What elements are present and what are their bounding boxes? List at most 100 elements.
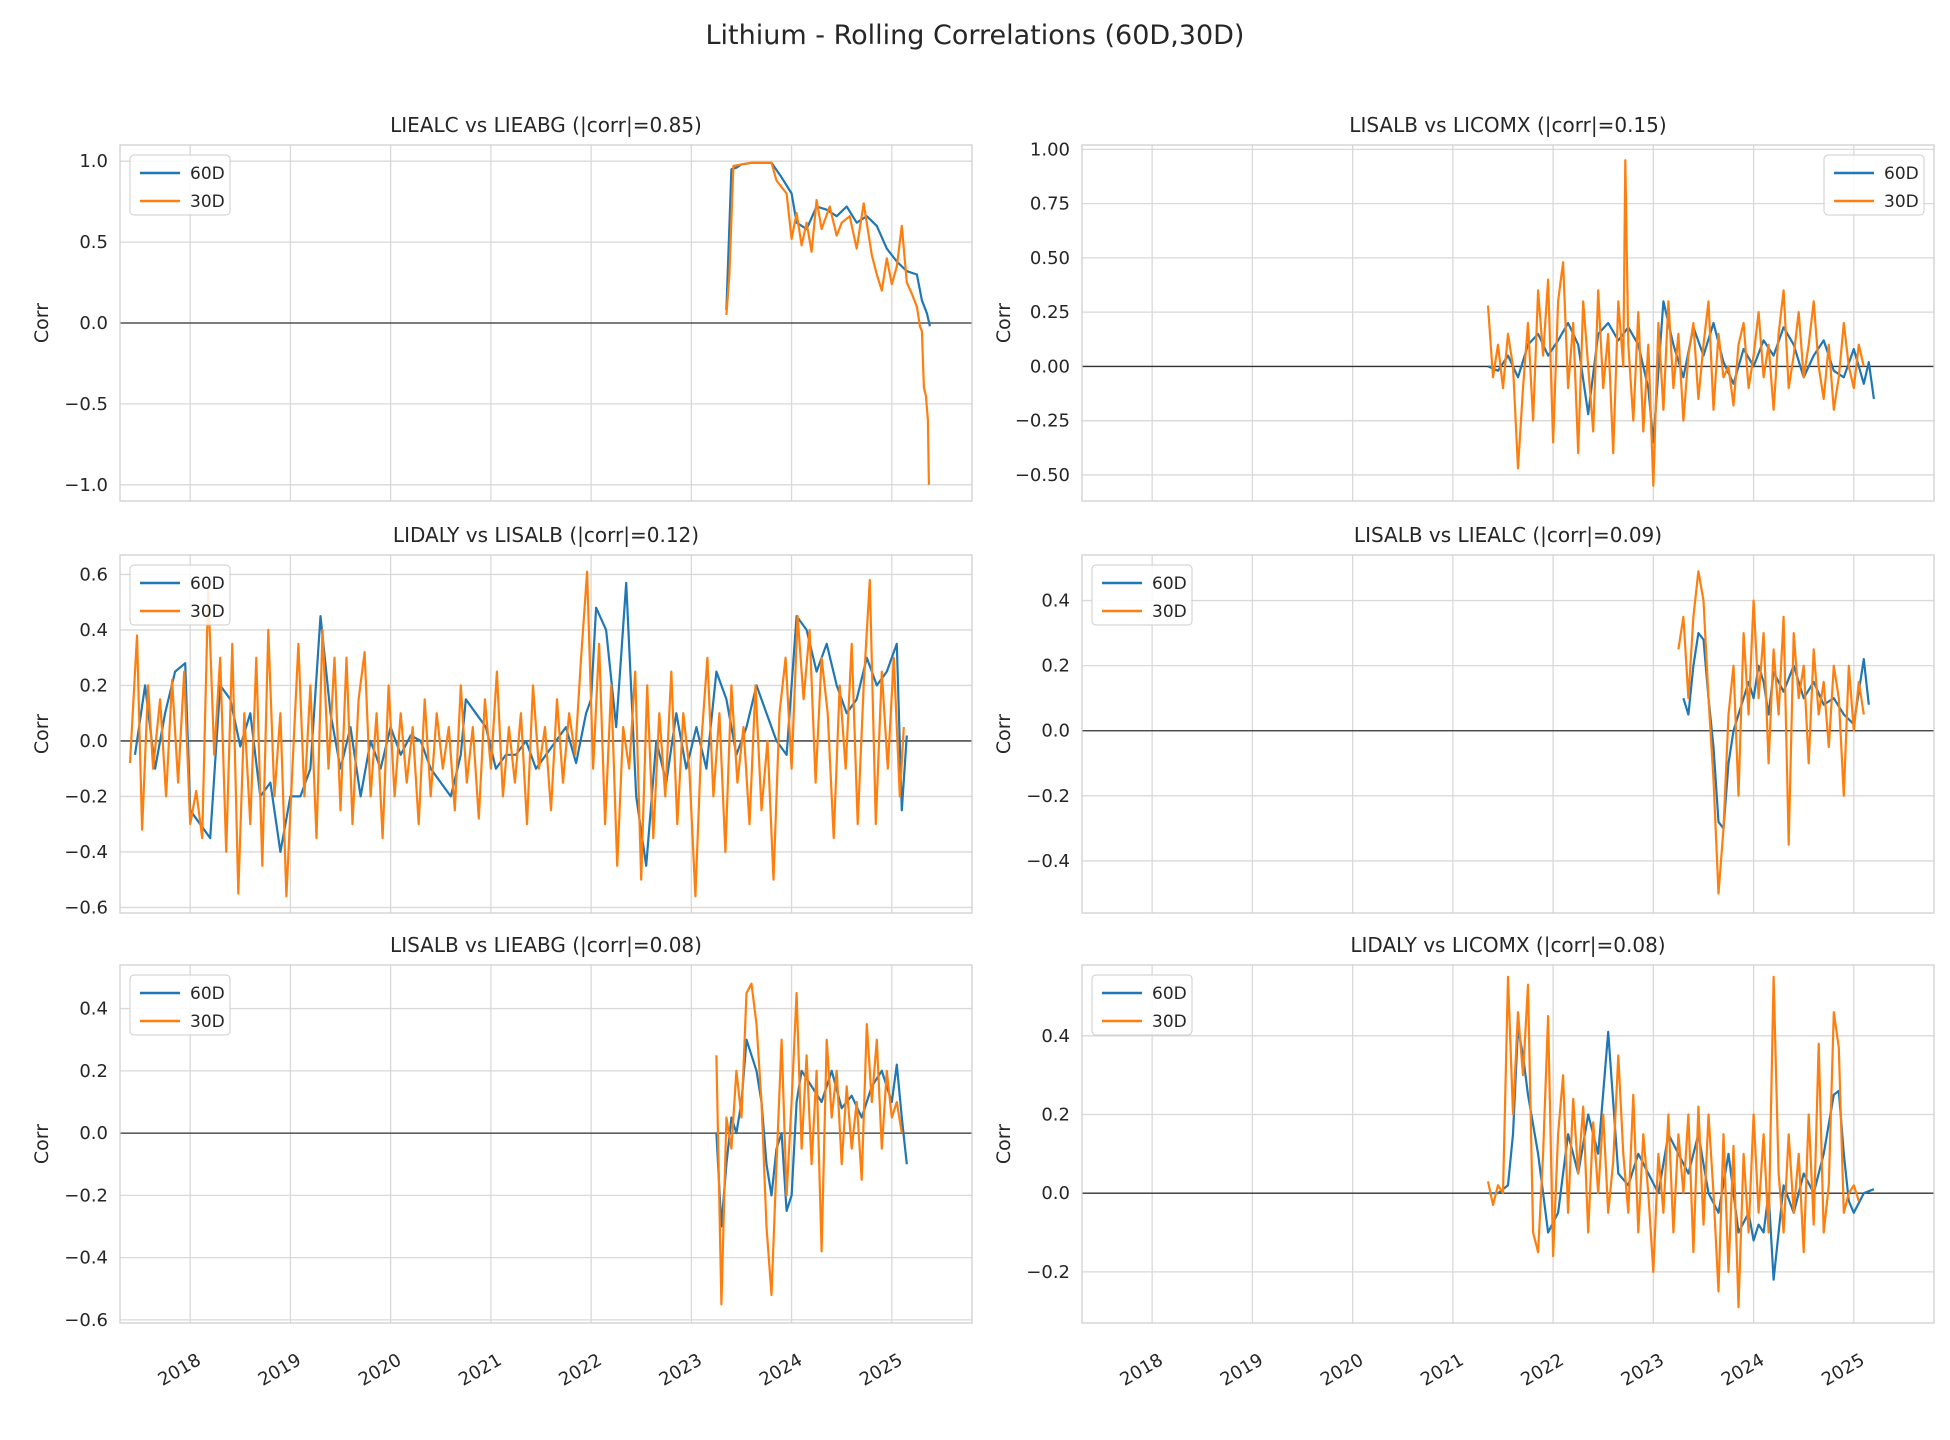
x-tick-label: 2022 [555,1350,605,1391]
y-tick-label: 0.2 [79,1061,108,1082]
y-tick-label: 0.2 [1041,656,1070,677]
series-line-30d [725,161,930,485]
y-tick-label: 0.0 [1041,721,1070,742]
y-tick-label: −0.4 [64,842,108,863]
x-tick-label: 2020 [355,1350,405,1391]
chart-panel: 0.4 0.2 0.0 −0.2 LIDALY vs LICOMX (|corr|=0.… [993,933,1935,1391]
plot-frame [1081,554,1935,914]
y-tick-label: 0.0 [79,1123,108,1144]
x-tick-label: 2023 [1618,1350,1668,1391]
x-tick-label: 2018 [154,1350,204,1391]
x-tick-label: 2024 [756,1350,806,1391]
y-tick-label: −0.2 [1026,786,1070,807]
y-tick-label: 0.00 [1030,356,1070,377]
legend-label: 30D [1152,602,1187,622]
legend-label: 30D [190,602,225,622]
y-tick-label: 0.2 [1041,1104,1070,1125]
y-tick-label: −0.5 [64,394,108,415]
legend-label: 60D [190,574,225,594]
y-tick-label: 0.5 [79,232,108,253]
y-tick-label: 0.0 [79,731,108,752]
y-tick-label: −0.2 [64,786,108,807]
y-tick-label: 0.2 [79,675,108,696]
x-tick-label: 2024 [1718,1350,1768,1391]
chart-panel: 1.00 0.75 0.50 0.25 0.00 −0.25 −0.50 LISALB vs … [993,113,1935,502]
y-tick-label: 0.4 [79,999,108,1020]
x-tick-label: 2020 [1317,1350,1367,1391]
panel-title: LIEALC vs LIEABG (|corr|=0.85) [390,113,702,137]
plot-frame [1081,964,1935,1324]
x-tick-label: 2021 [1417,1350,1467,1391]
legend-label: 60D [1152,984,1187,1004]
y-tick-label: 0.0 [1041,1183,1070,1204]
plot-background [1082,145,1934,501]
y-tick-label: 0.0 [79,313,108,334]
series-line-30d [715,982,903,1306]
series-line-60d [1488,1026,1875,1281]
plot-frame [119,554,973,914]
x-tick-label: 2018 [1116,1350,1166,1391]
y-tick-label: 0.4 [1041,1026,1070,1047]
y-axis-label: Corr [993,303,1015,343]
y-tick-label: 1.00 [1030,139,1070,160]
panel-title: LISALB vs LICOMX (|corr|=0.15) [1349,113,1666,137]
y-tick-label: −1.0 [64,475,108,496]
plot-background [1082,965,1934,1323]
legend-label: 30D [190,1012,225,1032]
y-tick-label: 0.4 [79,620,108,641]
legend-label: 30D [1152,1012,1187,1032]
chart-panel: 0.4 0.2 0.0 −0.2 −0.4 LISALB vs LIEALC (|corr… [993,523,1935,914]
legend-label: 60D [1152,574,1187,594]
y-tick-label: 0.4 [1041,591,1070,612]
y-tick-label: −0.6 [64,1310,108,1331]
x-tick-label: 2022 [1517,1350,1567,1391]
y-tick-label: −0.2 [64,1185,108,1206]
y-axis-label: Corr [993,714,1015,754]
series-line-30d [128,570,905,898]
panel-title: LISALB vs LIEABG (|corr|=0.08) [390,933,702,957]
y-tick-label: −0.2 [1026,1262,1070,1283]
series-line-30d [1486,975,1860,1309]
panel-title: LISALB vs LIEALC (|corr|=0.09) [1354,523,1662,547]
x-tick-label: 2023 [656,1350,706,1391]
y-tick-label: 0.75 [1030,194,1070,215]
legend-label: 60D [190,984,225,1004]
y-tick-label: −0.50 [1015,465,1070,486]
x-tick-label: 2025 [856,1350,906,1391]
y-tick-label: 0.50 [1030,248,1070,269]
plot-background [120,965,972,1323]
chart-panel: 0.6 0.4 0.2 0.0 −0.2 −0.4 −0.6 LIDALY vs LISALB… [31,523,973,918]
y-tick-label: 0.6 [79,564,108,585]
figure-title: Lithium - Rolling Correlations (60D,30D) [705,20,1245,51]
y-axis-label: Corr [993,1124,1015,1164]
x-tick-label: 2025 [1818,1350,1868,1391]
series-line-30d [1486,159,1865,487]
x-tick-label: 2019 [255,1350,305,1391]
y-axis-label: Corr [31,1124,53,1164]
legend-label: 60D [1884,164,1919,184]
y-tick-label: −0.6 [64,897,108,918]
panel-title: LIDALY vs LICOMX (|corr|=0.08) [1350,933,1665,957]
chart-panel: 1.0 0.5 0.0 −0.5 −1.0 LIEALC vs LIEABG (|corr… [31,113,973,502]
legend-label: 60D [190,164,225,184]
y-tick-label: −0.4 [64,1248,108,1269]
y-tick-label: −0.25 [1015,411,1070,432]
panel-title: LIDALY vs LISALB (|corr|=0.12) [393,523,699,547]
y-axis-label: Corr [31,714,53,754]
x-tick-label: 2021 [455,1350,505,1391]
legend-label: 30D [1884,192,1919,212]
y-tick-label: 0.25 [1030,302,1070,323]
legend-label: 30D [190,192,225,212]
plot-frame [119,144,973,502]
y-tick-label: 1.0 [79,151,108,172]
y-tick-label: −0.4 [1026,851,1070,872]
series-line-30d [1677,570,1865,895]
